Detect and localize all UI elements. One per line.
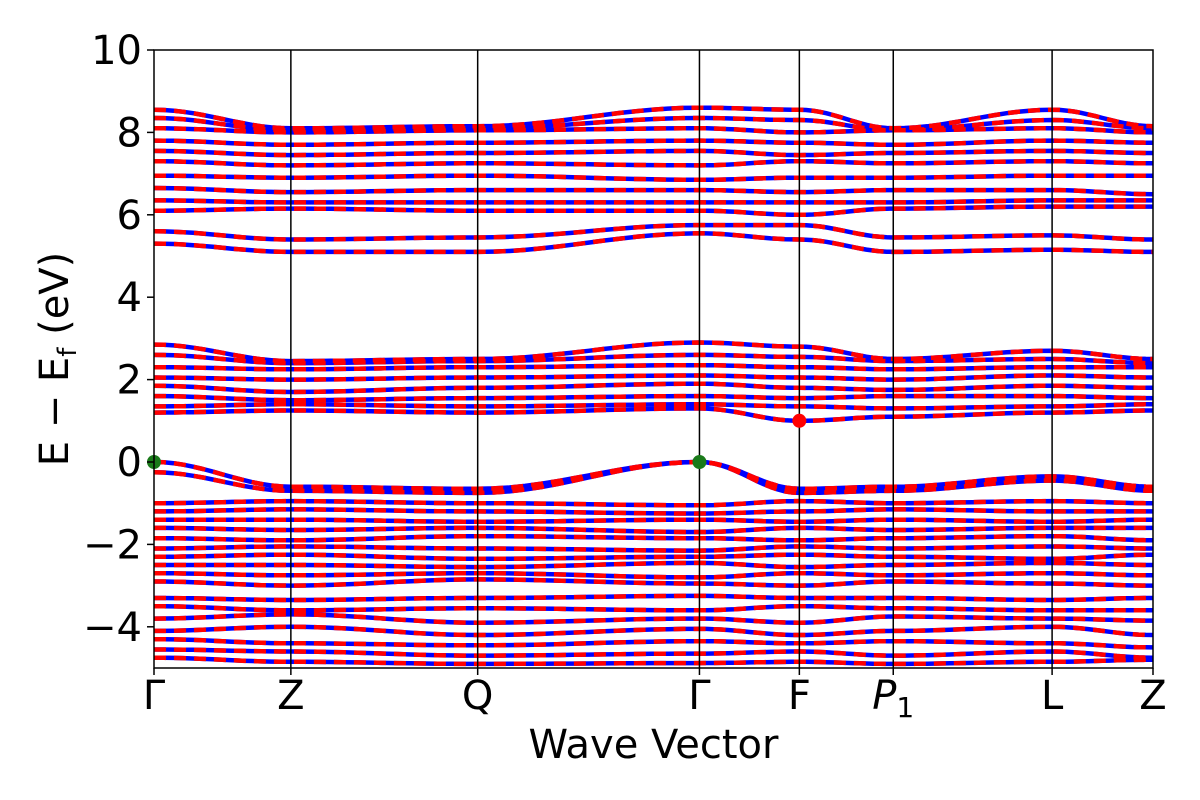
band-line — [154, 636, 1154, 650]
x-axis-label: Wave Vector — [529, 722, 780, 768]
band-line — [154, 517, 1153, 524]
x-tick-label: Z — [1139, 673, 1166, 719]
band-line — [154, 533, 1154, 543]
x-tick-label: P1 — [872, 673, 914, 724]
band-line — [153, 612, 1153, 625]
x-tick-label: L — [1041, 673, 1064, 719]
y-tick-label: 6 — [117, 193, 142, 239]
x-tick-label: F — [788, 673, 811, 719]
extrema-markers — [147, 413, 807, 469]
band-line — [154, 593, 1153, 603]
x-tick-label: Γ — [688, 673, 711, 719]
plot-frame — [153, 49, 1154, 669]
y-tick-label: 4 — [117, 275, 142, 321]
y-axis-ticks: −4 −2 0 2 4 6 8 10 — [83, 28, 154, 651]
band-line — [154, 544, 1153, 553]
band-line — [154, 647, 1154, 660]
band-line — [154, 393, 1153, 403]
y-tick-label: −2 — [83, 522, 142, 568]
band-line — [153, 552, 1154, 562]
band-line — [153, 231, 1153, 255]
band-line — [153, 340, 1154, 364]
band-line — [153, 406, 1153, 424]
y-axis-label-main: E − E — [32, 357, 78, 467]
band-line — [153, 105, 1154, 131]
band-line — [153, 381, 1153, 395]
k-point-lines — [290, 50, 1053, 668]
band-line — [154, 402, 1153, 411]
band-line — [153, 185, 1154, 197]
y-axis-label-unit: (eV) — [32, 252, 78, 348]
y-tick-label: 10 — [91, 28, 142, 74]
band-line — [154, 198, 1153, 205]
band-line — [154, 624, 1154, 638]
band-line — [153, 158, 1153, 168]
y-tick-label: 8 — [117, 110, 142, 156]
band-line — [153, 138, 1153, 148]
band-line — [154, 173, 1153, 183]
y-axis-label: E − Ef (eV) — [32, 252, 83, 467]
y-tick-label: 0 — [117, 440, 142, 486]
band-line — [154, 525, 1153, 535]
band-line — [153, 373, 1153, 382]
band-line — [153, 459, 1154, 492]
band-line — [154, 560, 1153, 570]
band-line — [153, 570, 1153, 580]
band-line — [153, 222, 1153, 242]
x-tick-label: Z — [277, 673, 304, 719]
y-tick-label: −4 — [83, 605, 142, 651]
band-line — [153, 362, 1153, 372]
vbm-marker — [692, 455, 707, 469]
band-line — [153, 655, 1153, 667]
y-tick-label: 2 — [117, 358, 142, 404]
cbm-marker — [792, 413, 807, 428]
y-axis-label-sub: f — [53, 347, 83, 357]
x-tick-label: Q — [462, 673, 493, 719]
band-line — [154, 507, 1153, 516]
band-line — [153, 603, 1153, 613]
band-line — [154, 498, 1153, 508]
band-line — [154, 577, 1153, 588]
x-tick-label: Γ — [143, 673, 166, 719]
band-line — [154, 204, 1153, 218]
band-lines — [153, 105, 1154, 667]
band-line — [153, 148, 1153, 158]
x-axis-ticks: Γ Z Q Γ F P1 L Z — [143, 668, 1167, 724]
